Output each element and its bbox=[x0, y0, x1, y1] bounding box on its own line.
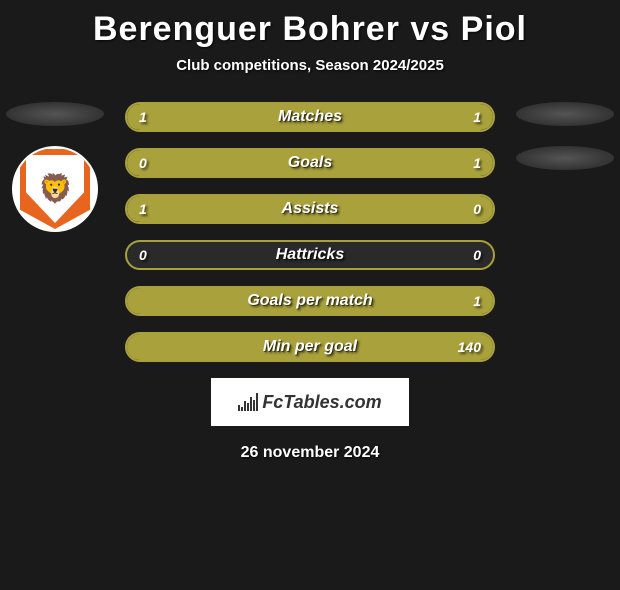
stat-row: Matches1 1 bbox=[125, 102, 495, 132]
stat-value-left: 0 bbox=[139, 242, 147, 268]
date-line: 26 november 2024 bbox=[0, 444, 620, 462]
stat-row: Hattricks0 0 bbox=[125, 240, 495, 270]
left-player-column: 🦁 bbox=[0, 102, 110, 232]
stat-row-label: Min per goal bbox=[127, 334, 493, 360]
stat-row-label: Hattricks bbox=[127, 242, 493, 268]
stat-value-left: 0 bbox=[139, 150, 147, 176]
stat-row-label: Assists bbox=[127, 196, 493, 222]
stat-row: Min per goal140 bbox=[125, 332, 495, 362]
player-photo-placeholder-left bbox=[6, 102, 104, 126]
stat-value-right: 140 bbox=[458, 334, 481, 360]
stat-row: Goals per match1 bbox=[125, 286, 495, 316]
stat-rows-container: Matches11Goals01Assists10Hattricks00Goal… bbox=[125, 102, 495, 362]
page-title: Berenguer Bohrer vs Piol bbox=[0, 10, 620, 49]
stat-value-right: 0 bbox=[473, 242, 481, 268]
stat-row: Goals0 1 bbox=[125, 148, 495, 178]
player-photo-placeholder-right-2 bbox=[516, 146, 614, 170]
attribution-logo-icon bbox=[238, 393, 258, 411]
stat-value-right: 1 bbox=[473, 104, 481, 130]
attribution-text: FcTables.com bbox=[262, 392, 381, 413]
player-photo-placeholder-right-1 bbox=[516, 102, 614, 126]
right-player-column bbox=[510, 102, 620, 190]
stat-value-right: 1 bbox=[473, 288, 481, 314]
stat-row-label: Goals bbox=[127, 150, 493, 176]
club-badge-left: 🦁 bbox=[12, 146, 98, 232]
stat-value-left: 1 bbox=[139, 196, 147, 222]
stat-value-left: 1 bbox=[139, 104, 147, 130]
shield-icon: 🦁 bbox=[20, 149, 90, 229]
stat-row-label: Matches bbox=[127, 104, 493, 130]
stat-row-label: Goals per match bbox=[127, 288, 493, 314]
stats-area: 🦁 Matches11Goals01Assists10Hattricks00Go… bbox=[0, 102, 620, 362]
subtitle: Club competitions, Season 2024/2025 bbox=[0, 57, 620, 74]
stat-value-right: 1 bbox=[473, 150, 481, 176]
attribution-box: FcTables.com bbox=[211, 378, 409, 426]
stat-value-right: 0 bbox=[473, 196, 481, 222]
stat-row: Assists1 0 bbox=[125, 194, 495, 224]
